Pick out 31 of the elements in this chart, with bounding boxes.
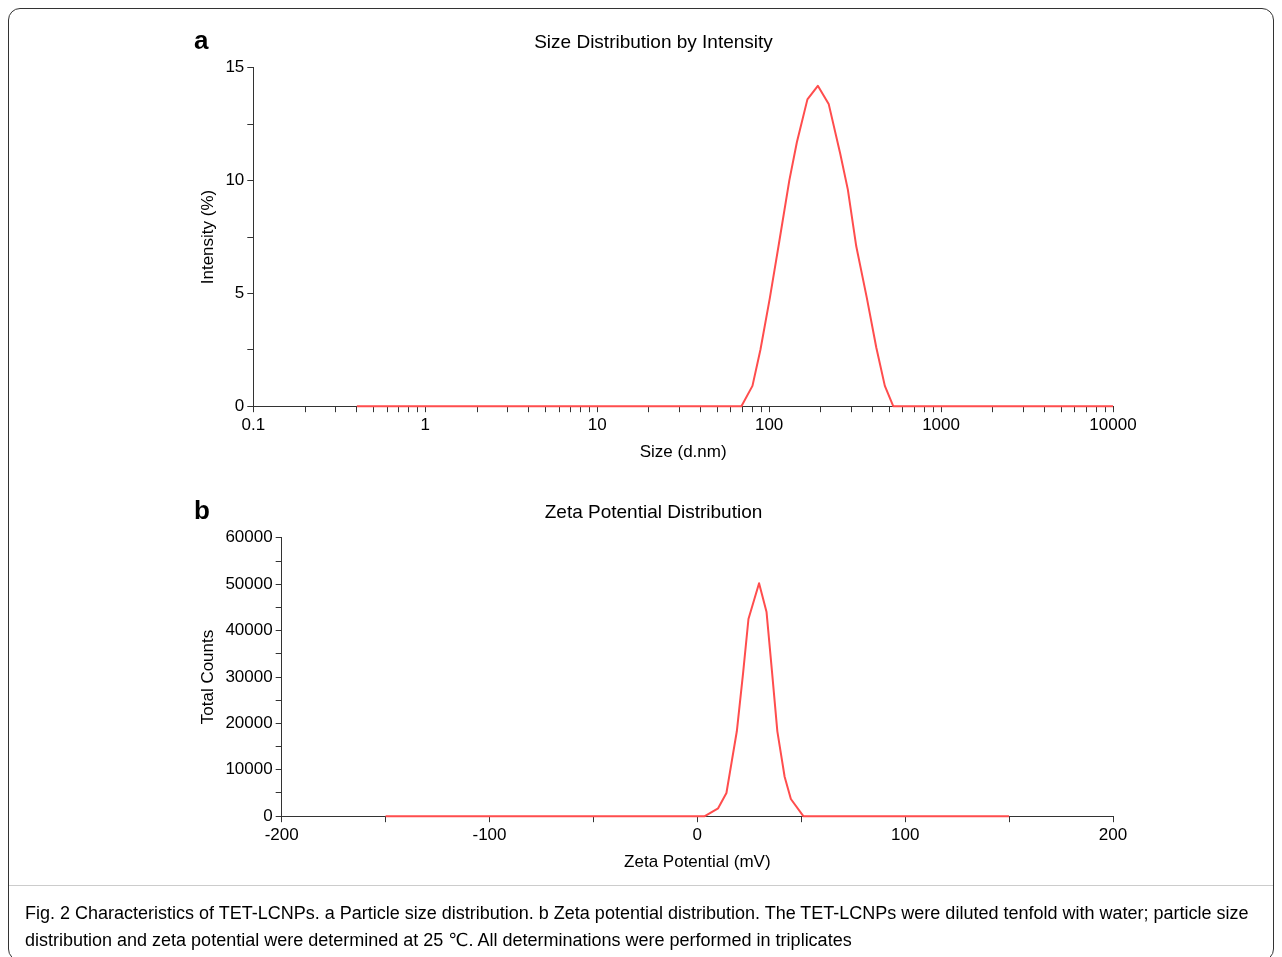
y-tick-label: 20000 — [225, 713, 273, 733]
x-tick-label: -200 — [264, 825, 299, 845]
y-tick-label: 0 — [234, 395, 245, 415]
x-tick-label: -100 — [472, 825, 507, 845]
x-tick-label: 1000 — [922, 415, 960, 435]
y-axis-title: Total Counts — [197, 629, 217, 725]
y-axis-title: Intensity (%) — [197, 189, 217, 285]
y-tick-label: 0 — [263, 805, 273, 825]
x-tick-label: 200 — [1098, 825, 1128, 845]
x-axis-title: Size (d.nm) — [639, 442, 727, 462]
x-tick-label: 10 — [587, 415, 607, 435]
y-tick-label: 50000 — [225, 573, 273, 593]
caption: Fig. 2 Characteristics of TET-LCNPs. a Particle size distribution. b Zeta potential distribution. The TET-LCNPs were diluted tenfold with water; particle size distribution and zeta potential were determined at 25 ℃. All determinations were performed in triplicates — [9, 885, 1273, 957]
chart-title: Zeta Potential Distribution — [544, 500, 763, 522]
x-axis-title: Zeta Potential (mV) — [624, 852, 771, 872]
text: a — [194, 25, 209, 56]
y-tick-label: 10 — [225, 170, 245, 190]
text: b — [194, 495, 210, 526]
chart-title: Size Distribution by Intensity — [534, 30, 774, 52]
x-tick-label: 10000 — [1089, 415, 1137, 435]
y-tick-label: 60000 — [225, 527, 273, 547]
x-tick-label: 100 — [890, 825, 920, 845]
y-tick-label: 10000 — [225, 759, 273, 779]
x-tick-label: 0 — [692, 825, 703, 845]
x-tick-label: 100 — [754, 415, 784, 435]
y-tick-label: 40000 — [225, 620, 273, 640]
y-tick-label: 15 — [225, 57, 245, 77]
x-tick-label: 0.1 — [241, 415, 266, 435]
x-tick-label: 1 — [420, 415, 430, 435]
y-tick-label: 30000 — [225, 666, 273, 686]
y-tick-label: 5 — [234, 283, 245, 303]
